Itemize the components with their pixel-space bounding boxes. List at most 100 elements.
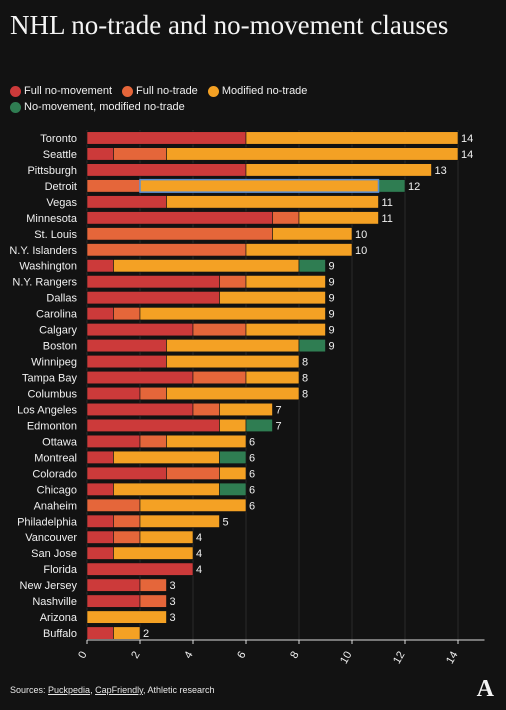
x-tick-label: 14 xyxy=(444,650,461,667)
total-label: 12 xyxy=(408,181,420,193)
bar-segment xyxy=(86,243,247,257)
bar-segment xyxy=(272,227,353,241)
bar-segment xyxy=(86,275,220,289)
bar-segment xyxy=(86,434,141,448)
category-label: Detroit xyxy=(45,181,77,193)
chart-title: NHL no-trade and no-movement clauses xyxy=(10,10,449,40)
category-label: Anaheim xyxy=(34,500,77,512)
bar-segment xyxy=(86,562,194,576)
bar-segment xyxy=(86,450,114,464)
bar-segment xyxy=(219,291,326,305)
bar-segment xyxy=(298,259,326,273)
bar-segment xyxy=(86,131,247,145)
bar-segment xyxy=(139,578,167,592)
bar-segment xyxy=(219,466,247,480)
bar-segment xyxy=(86,227,273,241)
bar-segment xyxy=(113,307,141,321)
total-label: 13 xyxy=(435,165,447,177)
bar-segment xyxy=(86,402,194,417)
category-label: N.Y. Islanders xyxy=(9,245,77,257)
bar-segment xyxy=(166,386,300,401)
bar-segment xyxy=(86,355,167,369)
total-label: 3 xyxy=(170,612,176,624)
category-label: Ottawa xyxy=(42,436,78,448)
total-label: 14 xyxy=(461,133,473,145)
total-label: 14 xyxy=(461,149,473,161)
total-label: 6 xyxy=(249,500,255,512)
bar-segment xyxy=(86,498,141,512)
bar-segment xyxy=(113,482,220,496)
x-tick-label: 0 xyxy=(76,650,89,661)
total-label: 7 xyxy=(276,404,282,416)
bar-segment xyxy=(139,307,326,321)
legend-swatch-modified-no-trade xyxy=(207,85,219,97)
bar-segment xyxy=(86,418,220,432)
total-label: 6 xyxy=(249,436,255,448)
source-link-puckpedia[interactable]: Puckpedia xyxy=(48,685,91,695)
bar-segment xyxy=(86,530,114,544)
bar-segment xyxy=(86,211,273,225)
total-label: 7 xyxy=(276,420,282,432)
legend-swatch-no-movement-modified xyxy=(10,101,21,113)
source-separator: , xyxy=(90,685,96,695)
bar-segment xyxy=(113,450,220,464)
bar-segment xyxy=(86,386,141,401)
bar-segment xyxy=(192,323,247,337)
category-label: Colorado xyxy=(32,468,77,480)
bar-segment xyxy=(86,594,141,608)
category-label: Columbus xyxy=(27,389,77,401)
bar-segment xyxy=(139,594,167,608)
bar-segment xyxy=(166,339,300,353)
bar-segment xyxy=(86,466,167,480)
total-label: 9 xyxy=(329,261,335,273)
bar-segment xyxy=(166,434,247,448)
legend-item-full-no-movement: Full no-movement xyxy=(10,83,112,99)
bar-segment xyxy=(245,131,459,145)
total-label: 6 xyxy=(249,452,255,464)
bar-segment xyxy=(298,211,379,225)
bar-segment xyxy=(86,147,114,161)
category-label: Winnipeg xyxy=(31,357,77,369)
bar-segment xyxy=(86,626,114,640)
legend-label: Full no-trade xyxy=(136,85,198,97)
total-label: 3 xyxy=(170,596,176,608)
legend-item-full-no-trade: Full no-trade xyxy=(122,83,198,99)
bar-segment xyxy=(245,370,300,385)
total-label: 4 xyxy=(196,548,202,560)
category-label: Chicago xyxy=(37,484,77,496)
bar-segment xyxy=(219,418,247,432)
category-label: N.Y. Rangers xyxy=(12,277,77,289)
category-label: Toronto xyxy=(40,133,77,145)
source-link-capfriendly[interactable]: CapFriendly xyxy=(95,685,143,695)
bar-segment xyxy=(86,163,247,177)
bar-segment xyxy=(166,147,459,161)
bar-segment xyxy=(86,482,114,496)
bar-segment xyxy=(219,450,247,464)
bar-segment xyxy=(298,339,326,353)
category-label: New Jersey xyxy=(20,580,78,592)
source-note: Sources: Puckpedia, CapFriendly, Athleti… xyxy=(10,685,214,695)
category-label: Pittsburgh xyxy=(27,165,77,177)
bar-segment xyxy=(219,275,247,289)
bar-segment xyxy=(113,514,141,528)
category-label: Edmonton xyxy=(27,420,77,432)
bar-segment xyxy=(245,418,273,432)
total-label: 6 xyxy=(249,484,255,496)
bar-segment xyxy=(245,163,432,177)
bar-segment xyxy=(245,275,326,289)
x-tick-label: 10 xyxy=(338,650,355,667)
bar-segment xyxy=(86,546,114,560)
legend-swatch-full-no-movement xyxy=(10,85,21,97)
category-label: Tampa Bay xyxy=(22,373,78,385)
total-label: 5 xyxy=(223,516,229,528)
bar-segment xyxy=(192,402,220,417)
x-tick-label: 4 xyxy=(182,650,195,661)
total-label: 11 xyxy=(382,197,393,209)
bar-segment xyxy=(113,626,141,640)
bar-segment xyxy=(139,179,379,193)
bar-segment xyxy=(139,530,194,544)
legend-label: Modified no-trade xyxy=(221,85,308,97)
bar-segment xyxy=(166,195,379,209)
total-label: 8 xyxy=(302,389,308,401)
total-label: 9 xyxy=(329,309,335,321)
